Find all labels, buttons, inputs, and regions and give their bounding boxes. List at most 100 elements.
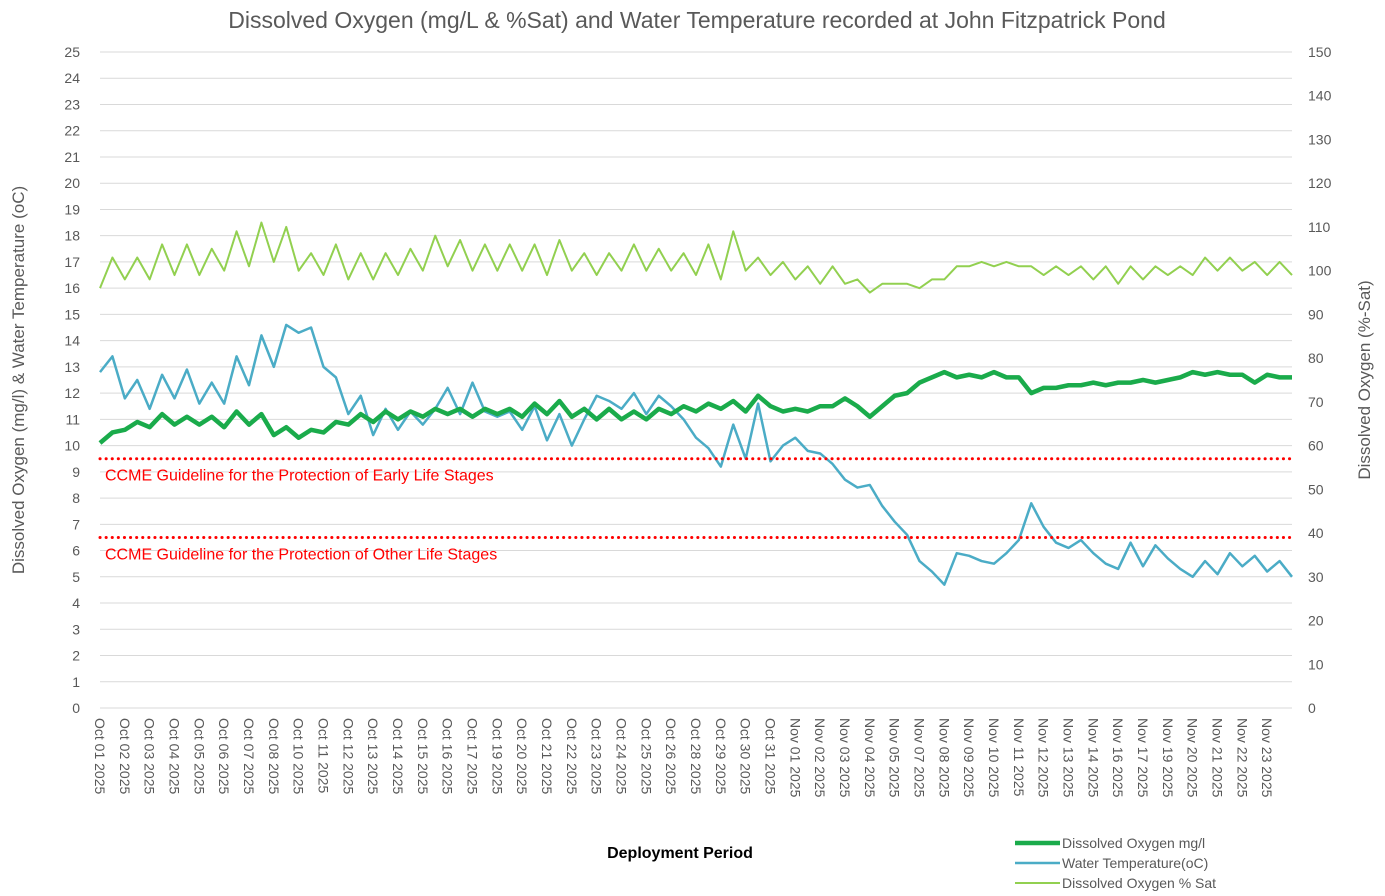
y-tick-label: 21 (64, 149, 80, 165)
y-tick-label: 4 (72, 595, 80, 611)
y2-axis-title: Dissolved Oxygen (%-Sat) (1355, 280, 1374, 479)
y-axis-title: Dissolved Oxygen (mg/l) & Water Temperat… (9, 186, 28, 574)
y-tick-label: 23 (64, 96, 80, 112)
x-tick-label: Nov 23 2025 (1259, 718, 1275, 798)
series-line (99, 323, 1293, 586)
x-tick-label: Nov 11 2025 (1011, 718, 1027, 797)
x-tick-label: Nov 08 2025 (936, 718, 952, 798)
y-tick-label: 18 (64, 228, 80, 244)
x-tick-label: Oct 19 2025 (489, 718, 505, 794)
y-tick-label: 12 (64, 385, 80, 401)
x-tick-label: Nov 16 2025 (1110, 718, 1126, 798)
x-tick-label: Oct 11 2025 (316, 718, 332, 793)
y-tick-label: 13 (64, 359, 80, 375)
y2-tick-label: 140 (1308, 88, 1332, 104)
x-tick-label: Oct 03 2025 (142, 718, 158, 794)
x-tick-label: Oct 05 2025 (191, 718, 207, 794)
x-tick-label: Oct 06 2025 (216, 718, 232, 794)
x-tick-label: Oct 07 2025 (241, 718, 257, 794)
y-tick-label: 1 (72, 674, 80, 690)
x-tick-label: Oct 13 2025 (365, 718, 381, 794)
y-tick-label: 0 (72, 700, 80, 716)
legend-label: Dissolved Oxygen % Sat (1062, 875, 1216, 891)
x-tick-label: Oct 02 2025 (117, 718, 133, 794)
y2-tick-label: 0 (1308, 700, 1316, 716)
y2-tick-label: 110 (1308, 219, 1331, 235)
reference-label: CCME Guideline for the Protection of Oth… (105, 546, 497, 563)
x-tick-label: Nov 10 2025 (986, 718, 1002, 798)
x-tick-label: Oct 22 2025 (564, 718, 580, 794)
x-tick-label: Nov 03 2025 (837, 718, 853, 798)
y2-tick-label: 90 (1308, 306, 1324, 322)
y-tick-label: 11 (65, 411, 80, 427)
y-tick-label: 19 (64, 201, 80, 217)
x-tick-label: Oct 30 2025 (738, 718, 754, 794)
x-tick-label: Oct 24 2025 (614, 718, 630, 794)
x-tick-label: Nov 13 2025 (1061, 718, 1077, 798)
x-tick-label: Nov 05 2025 (887, 718, 903, 798)
x-tick-label: Nov 21 2025 (1210, 718, 1226, 798)
y2-tick-label: 40 (1308, 525, 1324, 541)
x-tick-label: Oct 04 2025 (167, 718, 183, 794)
x-tick-label: Oct 16 2025 (440, 718, 456, 794)
x-tick-label: Oct 23 2025 (589, 718, 605, 794)
y-tick-label: 7 (72, 516, 80, 532)
x-tick-label: Oct 25 2025 (638, 718, 654, 794)
x-tick-label: Oct 10 2025 (291, 718, 307, 794)
chart-title: Dissolved Oxygen (mg/L & %Sat) and Water… (228, 7, 1165, 33)
x-tick-label: Oct 28 2025 (688, 718, 704, 794)
x-tick-label: Nov 02 2025 (812, 718, 828, 798)
x-tick-label: Nov 19 2025 (1160, 718, 1176, 798)
series-line (99, 221, 1293, 294)
y2-tick-label: 80 (1308, 350, 1324, 366)
y2-tick-label: 60 (1308, 438, 1324, 454)
y2-tick-label: 120 (1308, 175, 1332, 191)
x-tick-label: Nov 12 2025 (1036, 718, 1052, 798)
y-tick-label: 17 (64, 254, 80, 270)
x-tick-label: Oct 29 2025 (713, 718, 729, 794)
y2-tick-label: 30 (1308, 569, 1324, 585)
x-tick-label: Oct 15 2025 (415, 718, 431, 794)
y-tick-label: 9 (72, 464, 80, 480)
y-tick-label: 24 (64, 70, 80, 86)
y-tick-label: 16 (64, 280, 80, 296)
x-tick-label: Oct 14 2025 (390, 718, 406, 794)
x-tick-label: Nov 14 2025 (1085, 718, 1101, 798)
y-tick-label: 22 (64, 123, 80, 139)
y-tick-label: 25 (64, 44, 80, 60)
x-tick-label: Nov 09 2025 (961, 718, 977, 798)
x-tick-label: Nov 01 2025 (787, 718, 803, 798)
y-tick-label: 14 (64, 333, 80, 349)
x-tick-label: Nov 17 2025 (1135, 718, 1151, 798)
x-tick-label: Nov 07 2025 (912, 718, 928, 798)
y-tick-label: 3 (72, 621, 80, 637)
x-tick-label: Oct 01 2025 (92, 718, 108, 794)
legend-label: Dissolved Oxygen mg/l (1062, 835, 1205, 851)
series-line (98, 369, 1292, 445)
y2-tick-label: 10 (1308, 656, 1324, 672)
x-axis-title: Deployment Period (607, 845, 753, 862)
y2-tick-label: 50 (1308, 481, 1324, 497)
y-tick-label: 20 (64, 175, 80, 191)
y2-tick-label: 20 (1308, 613, 1324, 629)
x-tick-label: Nov 20 2025 (1185, 718, 1201, 798)
y2-tick-label: 100 (1308, 263, 1332, 279)
y2-tick-label: 130 (1308, 131, 1332, 147)
legend-label: Water Temperature(oC) (1062, 855, 1208, 871)
y2-tick-label: 150 (1308, 44, 1332, 60)
x-tick-label: Nov 04 2025 (862, 718, 878, 798)
y-tick-label: 6 (72, 543, 80, 559)
x-tick-label: Oct 20 2025 (514, 718, 530, 794)
y-tick-label: 10 (64, 438, 80, 454)
x-tick-label: Oct 12 2025 (340, 718, 356, 794)
x-tick-label: Oct 21 2025 (539, 718, 555, 794)
x-tick-label: Nov 22 2025 (1234, 718, 1250, 798)
y2-tick-label: 70 (1308, 394, 1324, 410)
y-tick-label: 15 (64, 306, 80, 322)
y-tick-label: 8 (72, 490, 80, 506)
y-tick-label: 5 (72, 569, 80, 585)
reference-label: CCME Guideline for the Protection of Ear… (105, 468, 494, 485)
x-tick-label: Oct 17 2025 (465, 718, 481, 794)
y-tick-label: 2 (72, 648, 80, 664)
